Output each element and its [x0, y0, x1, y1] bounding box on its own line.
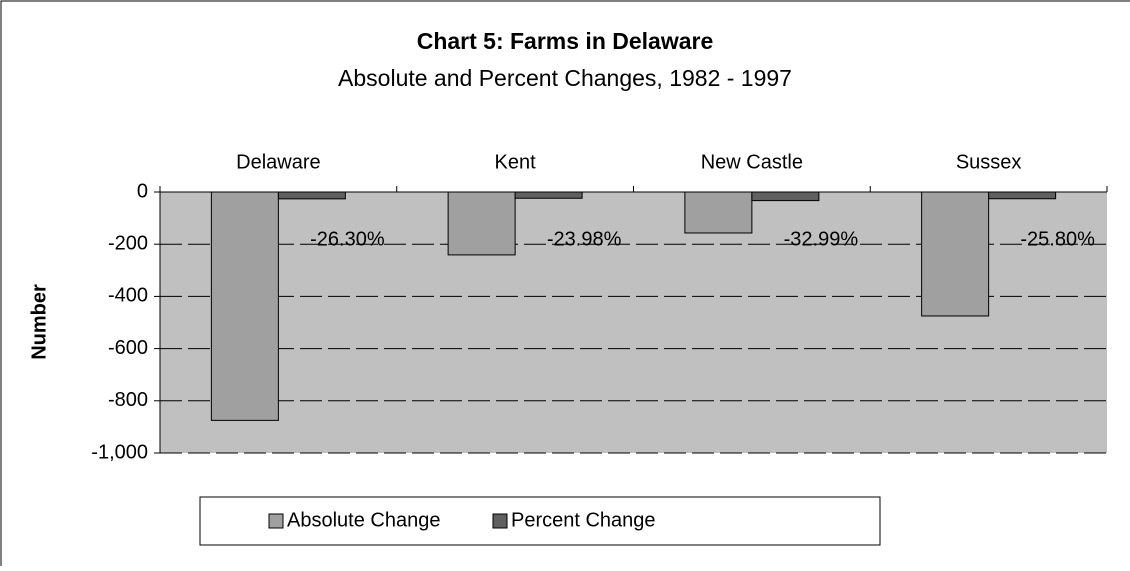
data-label: -32.99% — [784, 228, 859, 250]
bar — [921, 191, 990, 317]
bar — [210, 191, 279, 421]
legend-label: Absolute Change — [287, 509, 440, 531]
data-label: -25.80% — [1020, 228, 1095, 250]
y-tick-label: -200 — [108, 232, 148, 254]
y-tick-label: -800 — [108, 389, 148, 411]
y-tick-label: -1,000 — [91, 441, 148, 463]
category-label: Delaware — [236, 151, 320, 173]
legend — [199, 496, 881, 546]
bar — [514, 191, 583, 199]
category-label: New Castle — [701, 151, 803, 173]
bar — [988, 191, 1057, 200]
chart-title: Chart 5: Farms in Delaware — [417, 28, 714, 54]
category-label: Kent — [495, 151, 537, 173]
chart-subtitle: Absolute and Percent Changes, 1982 - 199… — [338, 65, 792, 91]
legend-label: Percent Change — [511, 509, 656, 531]
bar — [277, 191, 346, 200]
y-tick-label: -600 — [108, 337, 148, 359]
legend-swatch — [268, 513, 284, 529]
bar — [447, 191, 516, 256]
category-label: Sussex — [956, 151, 1022, 173]
bar — [751, 191, 820, 202]
bar — [684, 191, 753, 234]
legend-swatch — [492, 513, 508, 529]
data-label: -26.30% — [310, 228, 385, 250]
y-tick-label: -400 — [108, 285, 148, 307]
y-axis-title: Number — [28, 284, 50, 360]
y-tick-label: 0 — [137, 180, 148, 202]
data-label: -23.98% — [547, 228, 622, 250]
